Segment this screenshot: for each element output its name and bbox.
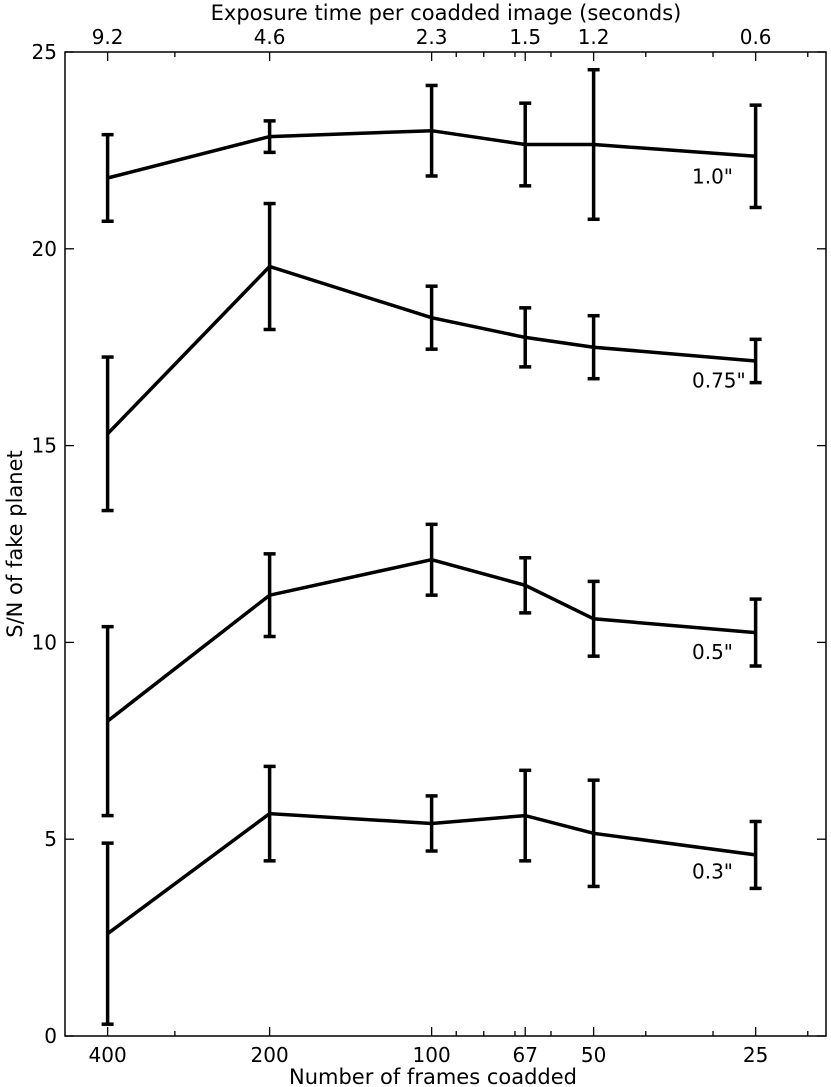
- x-tick-labels: 400 200 100 67 50 25: [89, 1043, 769, 1067]
- series-annotation: 0.3": [692, 859, 733, 883]
- top-tick-label: 2.3: [416, 25, 448, 49]
- x-tick-label: 100: [413, 1043, 451, 1067]
- x-tick-label: 400: [89, 1043, 127, 1067]
- series-1: [101, 67, 762, 223]
- series-2: [101, 201, 762, 513]
- x-tick-label: 67: [512, 1043, 537, 1067]
- series-4: [101, 764, 762, 1026]
- series-line: [106, 557, 756, 723]
- axis-ticks: [65, 51, 826, 1037]
- series-annotation: 1.0": [692, 165, 733, 189]
- series-line: [106, 264, 756, 436]
- y-tick-label: 10: [32, 630, 57, 654]
- top-tick-label: 1.2: [578, 25, 610, 49]
- top-axis-title: Exposure time per coadded image (seconds…: [211, 1, 682, 25]
- annotation-layer: 1.0" 0.75" 0.5" 0.3": [692, 165, 746, 884]
- series-annotation: 0.75": [692, 368, 746, 392]
- y-tick-label: 5: [44, 827, 57, 851]
- x-axis-title: Number of frames coadded: [289, 1065, 577, 1087]
- series-layer: [101, 67, 762, 1026]
- series-line: [106, 811, 756, 936]
- top-tick-label: 0.6: [740, 25, 772, 49]
- plot-frame: [64, 51, 827, 1037]
- top-tick-label: 9.2: [92, 25, 124, 49]
- series-line: [107, 128, 756, 180]
- top-tick-labels: 9.2 4.6 2.3 1.5 1.2 0.6: [92, 25, 772, 49]
- y-tick-label: 0: [44, 1024, 57, 1048]
- x-tick-label: 200: [251, 1043, 289, 1067]
- y-tick-labels: 0 5 10 15 20 25: [32, 40, 57, 1048]
- y-axis-title: S/N of fake planet: [3, 450, 27, 637]
- top-tick-label: 4.6: [254, 25, 286, 49]
- x-tick-label: 50: [581, 1043, 606, 1067]
- y-tick-label: 15: [32, 434, 57, 458]
- top-tick-label: 1.5: [509, 25, 541, 49]
- series-annotation: 0.5": [692, 640, 733, 664]
- x-tick-label: 25: [743, 1043, 768, 1067]
- y-tick-label: 20: [32, 237, 57, 261]
- y-tick-label: 25: [32, 40, 57, 64]
- series-3: [101, 522, 762, 818]
